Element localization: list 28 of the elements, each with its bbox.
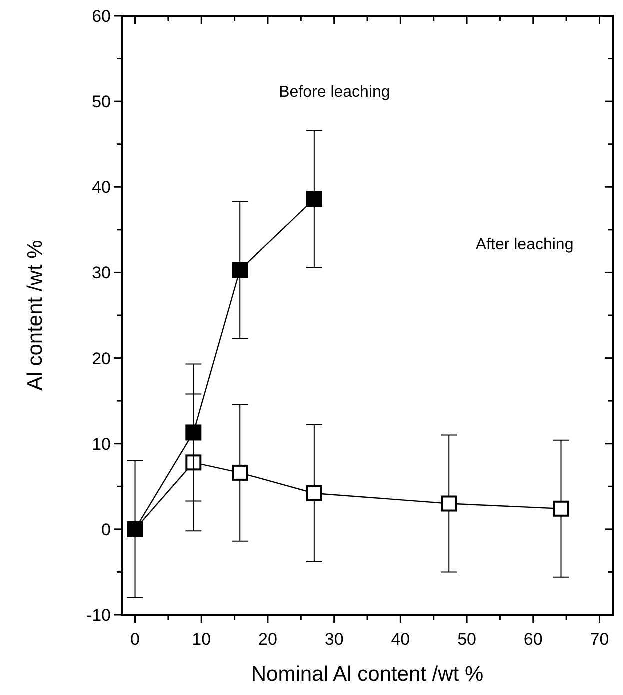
x-tick-label: 20 (258, 630, 278, 649)
y-tick-label: 60 (92, 7, 111, 26)
y-tick-label: -10 (86, 606, 111, 625)
point (441, 496, 458, 512)
x-tick-label: 0 (130, 630, 140, 649)
point (186, 424, 202, 441)
y-tick-label: 50 (92, 92, 111, 112)
y-tick-label: 0 (102, 520, 111, 540)
y-tick-label: 40 (92, 178, 111, 198)
annotation: After leaching (476, 236, 574, 254)
y-axis-title: Al content /wt % (24, 240, 47, 391)
point (306, 485, 322, 502)
point (232, 262, 248, 278)
y-tick-label: 10 (92, 434, 111, 454)
point (553, 500, 570, 517)
x-tick-label: 10 (192, 630, 212, 649)
x-tick-label: 60 (524, 630, 543, 649)
y-tick-label: 30 (92, 264, 111, 283)
point (232, 464, 248, 481)
annotation: Before leaching (279, 84, 390, 101)
x-axis-title: Nominal Al content /wt % (251, 663, 484, 686)
point (306, 191, 322, 208)
x-tick-label: 40 (391, 630, 410, 649)
point (186, 454, 202, 471)
y-tick-label: 20 (92, 349, 111, 368)
x-tick-label: 30 (324, 630, 344, 649)
x-tick-label: 50 (458, 630, 476, 649)
x-tick-label: 70 (590, 630, 610, 649)
